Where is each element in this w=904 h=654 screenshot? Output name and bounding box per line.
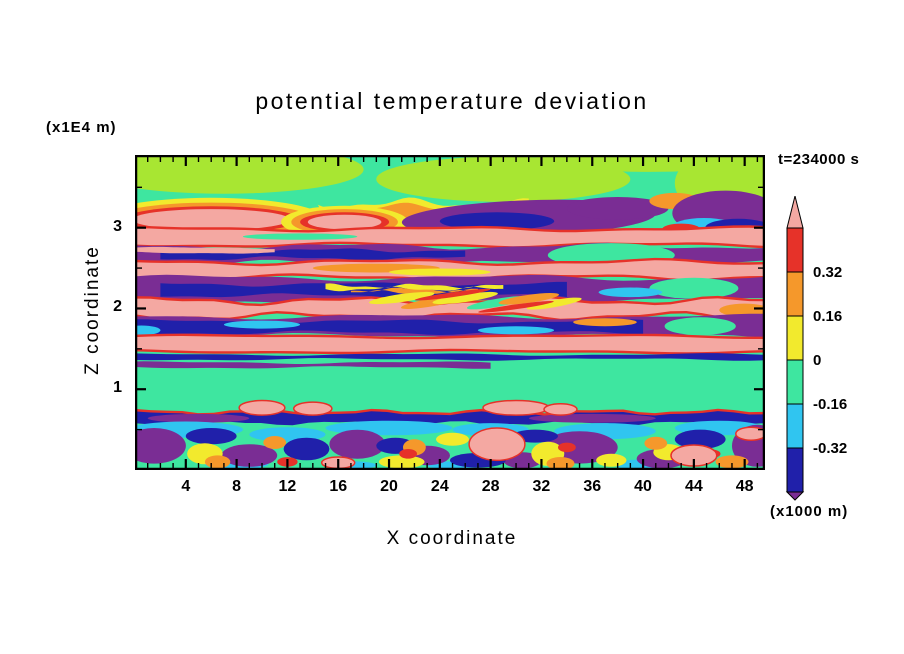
x-tick-label: 28	[481, 478, 500, 495]
y-tick-label: 3	[113, 217, 122, 235]
x-tick-label: 8	[232, 478, 242, 495]
axes	[135, 155, 765, 470]
contour-plot	[135, 155, 765, 470]
x-tick-label: 24	[430, 478, 449, 495]
colorbar-label: 0.16	[813, 308, 842, 325]
x-tick-label: 12	[278, 478, 297, 495]
y-tick-labels: 1 2 3	[96, 0, 122, 654]
x-tick-label: 32	[532, 478, 551, 495]
chart-title: potential temperature deviation	[255, 88, 649, 114]
colorbar-label: -0.16	[813, 396, 847, 413]
x-tick-label: 4	[181, 478, 191, 495]
y-tick-label: 1	[113, 379, 122, 397]
x-tick-label: 36	[583, 478, 602, 495]
y-tick-label: 2	[113, 298, 122, 316]
colorbar-label: 0	[813, 352, 821, 369]
x-tick-label: 48	[735, 478, 754, 495]
x-tick-label: 16	[329, 478, 348, 495]
x-tick-label: 40	[634, 478, 652, 495]
colorbar-label: 0.32	[813, 264, 842, 281]
x-axis-unit: (x1000 m)	[770, 503, 849, 520]
colorbar-label: -0.32	[813, 440, 847, 457]
x-tick-label: 44	[684, 478, 703, 495]
x-tick-label: 20	[380, 478, 398, 495]
colorbar: 0.32 0.16 0 -0.16 -0.32	[785, 196, 847, 501]
x-axis-title: X coordinate	[386, 528, 518, 549]
y-axis-unit: (x1E4 m)	[46, 119, 117, 136]
time-label: t=234000 s	[778, 151, 860, 168]
x-tick-labels: 4 8 12 16 20 24 28 32 36 40 44 48	[0, 478, 904, 500]
field	[135, 155, 765, 470]
